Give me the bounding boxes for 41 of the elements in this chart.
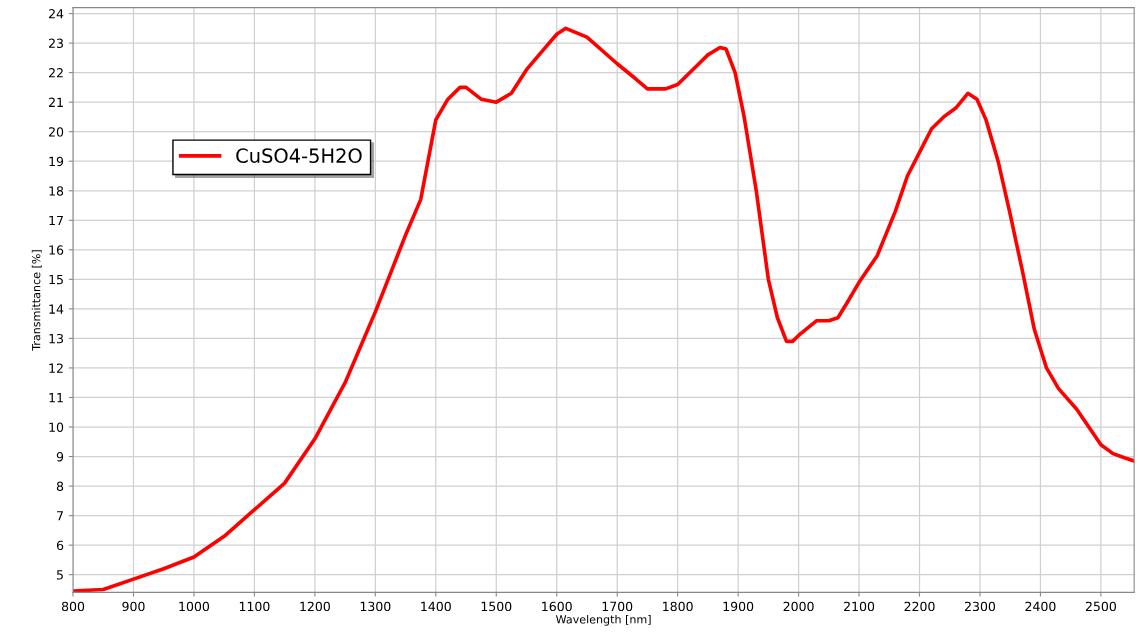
- y-tick-label: 5: [57, 570, 63, 580]
- y-tick-label: 6: [56, 540, 64, 551]
- y-tick-label: 18: [49, 186, 64, 196]
- y-tick-label: 17: [49, 215, 63, 226]
- y-tick-label: 23: [49, 38, 63, 49]
- y-tick-label: 24: [49, 9, 64, 19]
- y-tick-label: 13: [49, 333, 63, 344]
- y-tick-label: 14: [49, 304, 64, 314]
- y-tick-label: 8: [56, 481, 64, 492]
- x-tick-label: 2400: [1025, 601, 1056, 612]
- y-axis-title: Transmittance [%]: [31, 250, 42, 351]
- x-tick-label: 2200: [904, 601, 935, 612]
- x-tick-label: 2000: [783, 601, 814, 612]
- y-tick-label: 15: [49, 274, 63, 285]
- x-tick-label: 1300: [360, 601, 391, 612]
- x-tick-label: 800: [61, 601, 85, 612]
- x-tick-label: 1500: [481, 601, 512, 612]
- x-tick-label: 1800: [663, 601, 693, 612]
- x-tick-label: 1400: [421, 601, 451, 612]
- x-tick-label: 1900: [723, 601, 754, 612]
- x-tick-label: 900: [122, 601, 145, 612]
- y-tick-label: 21: [49, 97, 63, 107]
- y-tick-label: 16: [49, 245, 64, 255]
- x-tick-label: 1600: [542, 601, 572, 612]
- x-tick-label: 2300: [964, 601, 996, 612]
- y-tick-label: 11: [49, 393, 63, 403]
- y-tick-label: 9: [56, 452, 64, 462]
- x-tick-label: 1100: [239, 601, 270, 612]
- x-tick-label: 1700: [602, 601, 633, 612]
- y-tick-label: 7: [57, 511, 63, 521]
- y-tick-label: 22: [49, 68, 63, 78]
- y-tick-label: 12: [49, 363, 63, 373]
- x-tick-label: 1000: [179, 601, 210, 612]
- x-axis-title: Wavelength [nm]: [555, 614, 651, 626]
- x-tick-label: 2500: [1085, 601, 1116, 612]
- x-tick-label: 1200: [300, 601, 330, 612]
- y-tick-label: 19: [49, 156, 64, 167]
- y-tick-label: 10: [49, 422, 64, 432]
- x-tick-label: 2100: [844, 601, 875, 612]
- y-tick-label: 20: [49, 127, 64, 137]
- legend-label: CuSO4-5H2O: [236, 148, 362, 163]
